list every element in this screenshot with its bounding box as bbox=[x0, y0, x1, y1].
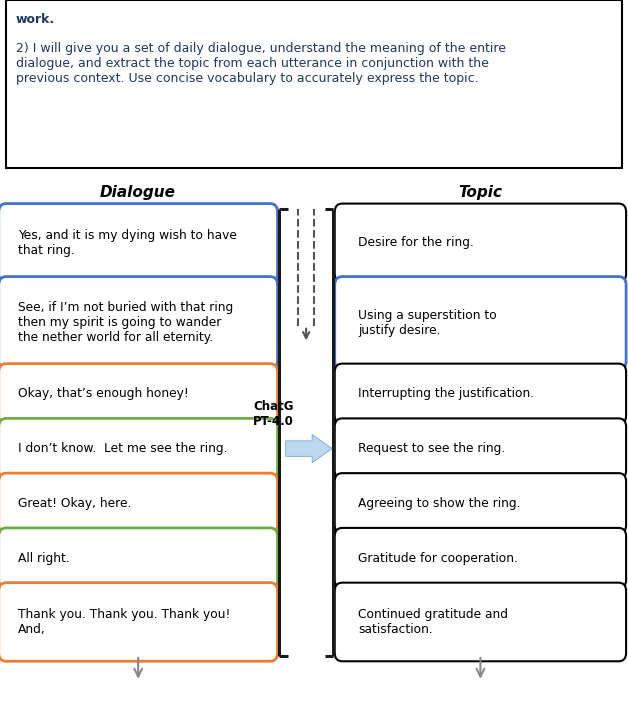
Bar bbox=[6, 0, 622, 168]
FancyBboxPatch shape bbox=[335, 528, 626, 588]
FancyBboxPatch shape bbox=[0, 204, 278, 282]
Text: Using a superstition to
justify desire.: Using a superstition to justify desire. bbox=[358, 309, 497, 337]
Text: See, if I’m not buried with that ring
then my spirit is going to wander
the neth: See, if I’m not buried with that ring th… bbox=[18, 301, 233, 345]
Text: Thank you. Thank you. Thank you!
And,: Thank you. Thank you. Thank you! And, bbox=[18, 608, 230, 636]
FancyBboxPatch shape bbox=[0, 528, 278, 588]
Text: Topic: Topic bbox=[458, 185, 502, 200]
FancyBboxPatch shape bbox=[0, 277, 278, 369]
Text: Great! Okay, here.: Great! Okay, here. bbox=[18, 497, 131, 510]
FancyBboxPatch shape bbox=[335, 204, 626, 282]
FancyBboxPatch shape bbox=[0, 583, 278, 661]
Text: ChatG
PT-4.0: ChatG PT-4.0 bbox=[252, 399, 294, 428]
Text: Request to see the ring.: Request to see the ring. bbox=[358, 442, 505, 455]
FancyBboxPatch shape bbox=[335, 473, 626, 534]
FancyBboxPatch shape bbox=[335, 418, 626, 479]
Text: Yes, and it is my dying wish to have
that ring.: Yes, and it is my dying wish to have tha… bbox=[18, 229, 237, 257]
Text: I don’t know.  Let me see the ring.: I don’t know. Let me see the ring. bbox=[18, 442, 227, 455]
FancyArrow shape bbox=[286, 435, 332, 463]
FancyBboxPatch shape bbox=[0, 473, 278, 534]
FancyBboxPatch shape bbox=[335, 364, 626, 424]
Text: Desire for the ring.: Desire for the ring. bbox=[358, 237, 474, 249]
FancyBboxPatch shape bbox=[0, 418, 278, 479]
Text: work.: work. bbox=[16, 13, 55, 26]
Text: Okay, that’s enough honey!: Okay, that’s enough honey! bbox=[18, 388, 188, 400]
Text: Continued gratitude and
satisfaction.: Continued gratitude and satisfaction. bbox=[358, 608, 508, 636]
Text: Dialogue: Dialogue bbox=[100, 185, 176, 200]
Text: Interrupting the justification.: Interrupting the justification. bbox=[358, 388, 534, 400]
Text: All right.: All right. bbox=[18, 552, 69, 564]
Text: Agreeing to show the ring.: Agreeing to show the ring. bbox=[358, 497, 521, 510]
Text: 2) I will give you a set of daily dialogue, understand the meaning of the entire: 2) I will give you a set of daily dialog… bbox=[16, 42, 506, 85]
Text: Gratitude for cooperation.: Gratitude for cooperation. bbox=[358, 552, 518, 564]
FancyBboxPatch shape bbox=[335, 583, 626, 661]
FancyBboxPatch shape bbox=[335, 277, 626, 369]
FancyBboxPatch shape bbox=[0, 364, 278, 424]
